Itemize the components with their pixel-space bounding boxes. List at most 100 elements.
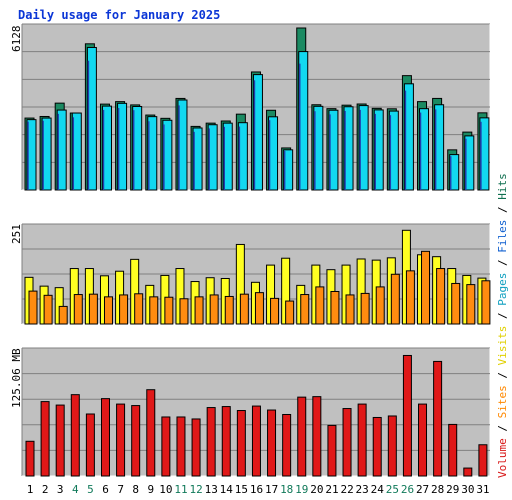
sites-bar [481,280,491,325]
sites-bar [119,294,129,325]
files-bar [434,104,445,191]
volume-bar [146,389,156,477]
files-bar [283,149,294,191]
volume-bar [357,403,367,477]
sites-bar [390,273,400,325]
x-tick-label: 2 [42,483,49,496]
volume-bar [176,416,186,477]
x-tick-label: 6 [102,483,109,496]
x-tick-label: 29 [446,483,459,496]
files-bar [41,117,52,191]
sites-bar [405,270,415,325]
x-tick-label: 1 [27,483,34,496]
x-tick-label: 20 [310,483,323,496]
sites-bar [345,294,355,325]
volume-bar [85,413,95,477]
sites-bar [436,268,446,325]
x-tick-label: 21 [325,483,338,496]
x-tick-label: 9 [148,483,155,496]
sites-bar [149,296,159,325]
sites-bar [28,290,38,325]
x-tick-label: 31 [476,483,489,496]
files-bar [403,83,414,191]
sites-bar [164,296,174,325]
files-bar [26,119,37,191]
chart-legend: Volume / Sites / Visits / Pages / Files … [496,173,509,478]
x-tick-label: 13 [205,483,218,496]
files-bar [207,124,218,191]
sites-bar [43,294,53,325]
files-bar [358,105,369,191]
legend-separator: / [496,365,509,386]
files-bar [373,109,384,191]
volume-bar [342,408,352,477]
sites-bar [254,292,264,325]
files-bar [388,110,399,191]
sites-bar [375,286,385,325]
sites-bar [285,300,295,325]
legend-separator: / [496,418,509,439]
legend-pages: Pages [496,272,509,306]
volume-bar [161,416,171,477]
sites-bar [451,282,461,325]
files-bar [464,135,475,191]
volume-bar [478,444,488,477]
sites-bar [73,294,83,325]
volume-bar [387,415,397,477]
volume-bar [297,396,307,477]
x-tick-label: 4 [72,483,79,496]
x-tick-label: 12 [189,483,202,496]
chart-title: Daily usage for January 2025 [18,8,221,22]
volume-bar [70,394,80,477]
volume-bar [25,440,35,477]
files-bar [449,154,460,191]
x-tick-label: 11 [174,483,187,496]
files-bar [343,106,354,191]
x-tick-label: 16 [250,483,263,496]
x-tick-label: 25 [386,483,399,496]
volume-bar [372,416,382,477]
files-bar [479,117,490,191]
x-tick-label: 19 [295,483,308,496]
hits-panel-max-label: 6128 [10,25,23,53]
files-bar [117,102,128,191]
x-tick-label: 18 [280,483,293,496]
legend-volume: Volume [496,438,509,478]
legend-visits: Visits [496,325,509,366]
legend-separator: / [496,199,509,220]
x-tick-label: 14 [220,483,234,496]
volume-bar [448,423,458,477]
files-bar [132,105,143,191]
files-bar [162,119,173,191]
legend-sites: Sites [496,385,509,419]
files-bar [71,112,82,191]
sites-bar [360,292,370,325]
sites-bar [224,295,234,325]
files-bar [313,105,324,191]
legend-files: Files [496,219,509,253]
files-bar [147,116,158,191]
visits-panel-max-label: 251 [10,224,23,244]
files-bar [192,127,203,191]
x-tick-label: 27 [416,483,429,496]
sites-bar [270,297,280,325]
files-bar [419,108,430,191]
volume-bar [418,403,428,477]
volume-bar [206,407,216,477]
sites-bar [315,286,325,325]
volume-bar [191,418,201,477]
x-tick-label: 10 [159,483,172,496]
x-tick-label: 8 [132,483,139,496]
sites-bar [209,294,219,325]
volume-bar [433,360,443,477]
volume-bar [236,410,246,477]
volume-bar [312,396,322,477]
x-tick-label: 5 [87,483,94,496]
files-bar [222,122,233,191]
legend-separator: / [496,252,509,273]
x-tick-label: 15 [235,483,248,496]
x-tick-label: 30 [461,483,474,496]
x-tick-label: 22 [340,483,353,496]
